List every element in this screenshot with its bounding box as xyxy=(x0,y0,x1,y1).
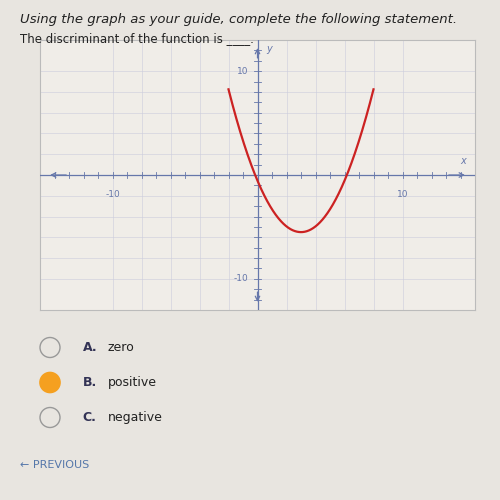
Text: zero: zero xyxy=(108,341,134,354)
Text: Using the graph as your guide, complete the following statement.: Using the graph as your guide, complete … xyxy=(20,12,457,26)
Text: negative: negative xyxy=(108,411,162,424)
Text: x: x xyxy=(460,156,466,166)
Text: y: y xyxy=(266,44,272,54)
Text: 10: 10 xyxy=(397,190,408,198)
Text: The discriminant of the function is ____.: The discriminant of the function is ____… xyxy=(20,32,254,46)
Text: C.: C. xyxy=(82,411,96,424)
Text: ← PREVIOUS: ← PREVIOUS xyxy=(20,460,89,470)
Text: A.: A. xyxy=(82,341,97,354)
Text: positive: positive xyxy=(108,376,156,389)
Text: -10: -10 xyxy=(234,274,249,283)
Text: B.: B. xyxy=(82,376,97,389)
Text: 10: 10 xyxy=(238,66,249,76)
Text: -10: -10 xyxy=(105,190,120,198)
